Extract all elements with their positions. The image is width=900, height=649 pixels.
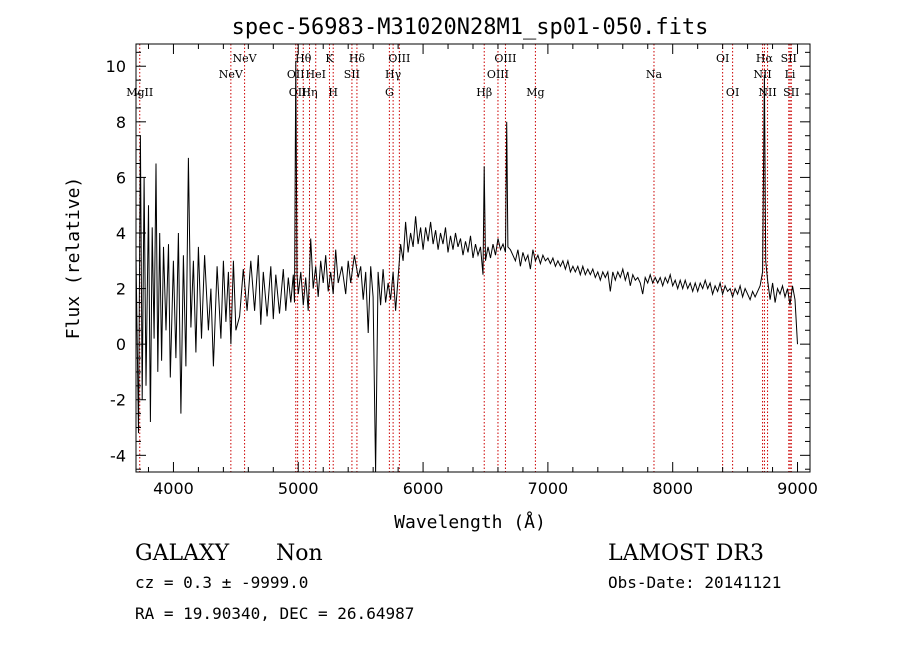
emission-line-label: SII <box>781 52 797 65</box>
emission-line-label: Hδ <box>349 52 366 65</box>
emission-line-label: H <box>328 86 338 99</box>
emission-line-label: Hθ <box>295 52 312 65</box>
emission-line-label: OIII <box>388 52 410 65</box>
x-tick-label: 9000 <box>777 479 818 498</box>
y-tick-label: 6 <box>116 168 126 187</box>
y-tick-label: -4 <box>110 446 126 465</box>
y-tick-label: 4 <box>116 224 126 243</box>
x-axis-label: Wavelength (Å) <box>394 511 546 533</box>
emission-line-label: OI <box>716 52 729 65</box>
y-tick-label: -2 <box>110 391 126 410</box>
emission-line-label: SII <box>783 86 799 99</box>
spectrum-series-line <box>135 60 798 473</box>
object-subclass: Non <box>276 541 323 566</box>
emission-line-labels: MgIINeVNeVOIIOIIHθHηHeIKHSIIHδGHγOIIIHβO… <box>126 52 799 99</box>
emission-line-label: Hα <box>756 52 774 65</box>
emission-line-markers <box>139 44 792 472</box>
emission-line-label: MgII <box>126 86 153 99</box>
x-tick-label: 5000 <box>278 479 319 498</box>
x-tick-label: 4000 <box>153 479 194 498</box>
emission-line-label: Li <box>785 68 796 81</box>
emission-line-label: HeI <box>306 68 326 81</box>
emission-line-label: OIII <box>487 68 509 81</box>
emission-line-label: NeV <box>233 52 258 65</box>
object-class: GALAXY <box>135 541 230 566</box>
y-tick-label: 8 <box>116 113 126 132</box>
x-tick-label: 6000 <box>403 479 444 498</box>
emission-line-label: OI <box>726 86 739 99</box>
y-tick-label: 10 <box>106 57 126 76</box>
axis-ticks: 4000 5000 6000 7000 8000 9000 -4 -2 0 2 4 6 8 10 <box>106 44 818 498</box>
chart-title: spec-56983-M31020N28M1_sp01-050.fits <box>232 15 709 40</box>
emission-line-label: NeV <box>219 68 244 81</box>
emission-line-label: Hβ <box>476 86 492 99</box>
x-tick-label: 8000 <box>652 479 693 498</box>
survey-name: LAMOST DR3 <box>608 541 764 566</box>
coordinates-text: RA = 19.90340, DEC = 26.64987 <box>135 604 414 623</box>
emission-line-label: OII <box>289 86 307 99</box>
obs-date-text: Obs-Date: 20141121 <box>608 573 781 592</box>
y-tick-label: 0 <box>116 335 126 354</box>
y-tick-label: 2 <box>116 280 126 299</box>
emission-line-label: OIII <box>494 52 516 65</box>
x-tick-label: 7000 <box>528 479 569 498</box>
emission-line-label: G <box>385 86 394 99</box>
emission-line-label: K <box>325 52 334 65</box>
emission-line-label: Mg <box>526 86 544 99</box>
emission-line-label: NII <box>758 86 776 99</box>
emission-line-label: Na <box>646 68 663 81</box>
emission-line-label: SII <box>344 68 360 81</box>
redshift-text: cz = 0.3 ± -9999.0 <box>135 573 308 592</box>
y-axis-label: Flux (relative) <box>63 177 84 340</box>
emission-line-label: Hη <box>301 86 317 99</box>
emission-line-label: Hγ <box>385 68 402 81</box>
emission-line-label: NII <box>753 68 771 81</box>
